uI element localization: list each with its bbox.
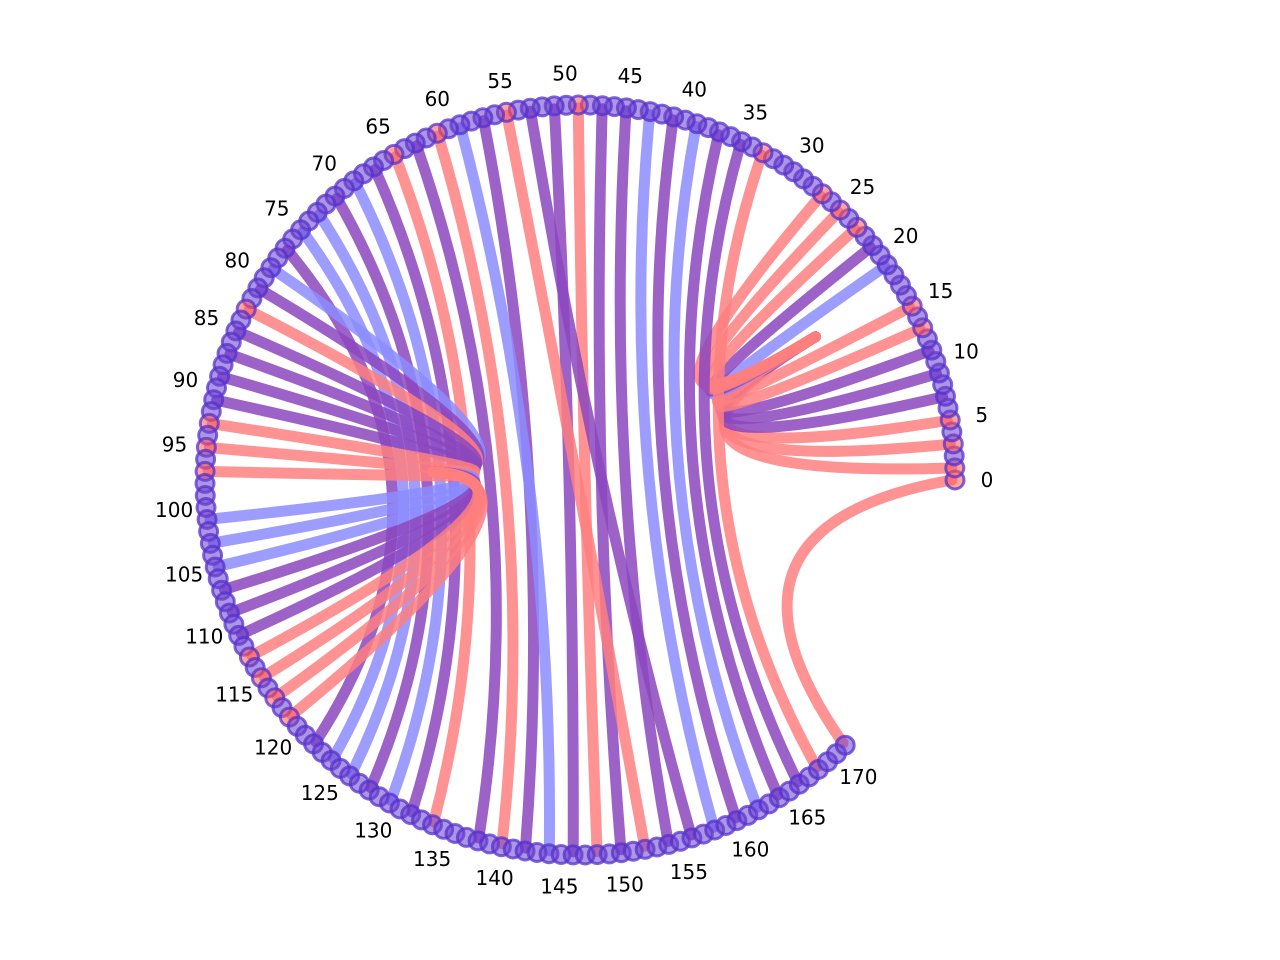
chord-link	[635, 109, 720, 833]
tick-label: 85	[194, 306, 219, 330]
tick-label: 170	[839, 765, 877, 789]
tick-label: 95	[162, 433, 187, 457]
tick-label: 5	[975, 403, 988, 427]
chord-link	[781, 474, 958, 749]
tick-label: 160	[731, 838, 769, 862]
tick-label: 130	[354, 819, 392, 843]
tick-label: 0	[981, 468, 994, 492]
tick-label: 155	[670, 860, 708, 884]
chord-link	[525, 105, 697, 841]
tick-label: 140	[476, 866, 514, 890]
tick-label: 80	[224, 249, 249, 273]
tick-label: 110	[185, 625, 223, 649]
chord-link	[712, 149, 822, 773]
tick-label: 10	[953, 339, 978, 363]
tick-label: 90	[173, 368, 198, 392]
tick-label: 45	[618, 64, 643, 88]
tick-label: 120	[254, 735, 292, 759]
chord-link	[683, 129, 784, 801]
chord-link	[548, 103, 579, 858]
tick-label: 100	[155, 498, 193, 522]
tick-label: 55	[487, 69, 512, 93]
tick-label: 35	[743, 101, 768, 125]
tick-label: 135	[413, 847, 451, 871]
links-layer	[202, 102, 958, 858]
tick-label: 75	[264, 197, 289, 221]
tick-label: 50	[552, 61, 577, 85]
tick-label: 15	[928, 279, 953, 303]
tick-label: 65	[365, 115, 390, 139]
chord-link	[297, 226, 410, 764]
chord-link	[411, 140, 502, 844]
tick-label: 25	[850, 175, 875, 199]
chord-link	[668, 121, 763, 813]
tick-label: 115	[215, 683, 253, 707]
tick-label: 145	[540, 875, 578, 899]
tick-label: 150	[606, 873, 644, 897]
tick-label: 105	[165, 563, 203, 587]
nodes-layer	[194, 94, 966, 866]
tick-label: 60	[425, 87, 450, 111]
tick-label: 125	[301, 781, 339, 805]
chord-link	[432, 130, 519, 850]
chord-link	[698, 138, 803, 788]
chord-link	[286, 466, 488, 721]
chord-link	[572, 102, 603, 858]
tick-label: 40	[682, 77, 707, 101]
chord-link	[614, 105, 674, 847]
tick-label: 165	[788, 806, 826, 830]
tick-label: 30	[799, 134, 824, 158]
chord-node	[834, 734, 856, 756]
chord-link	[455, 122, 555, 857]
tick-labels-layer: 0 5 10 15 20 25 30 35 40 45 50 55 60 65 70 75 80 85 90 95 10…	[155, 61, 993, 898]
chord-link	[501, 109, 651, 852]
chord-link	[652, 114, 742, 824]
tick-label: 70	[311, 152, 336, 176]
tick-label: 20	[893, 224, 918, 248]
